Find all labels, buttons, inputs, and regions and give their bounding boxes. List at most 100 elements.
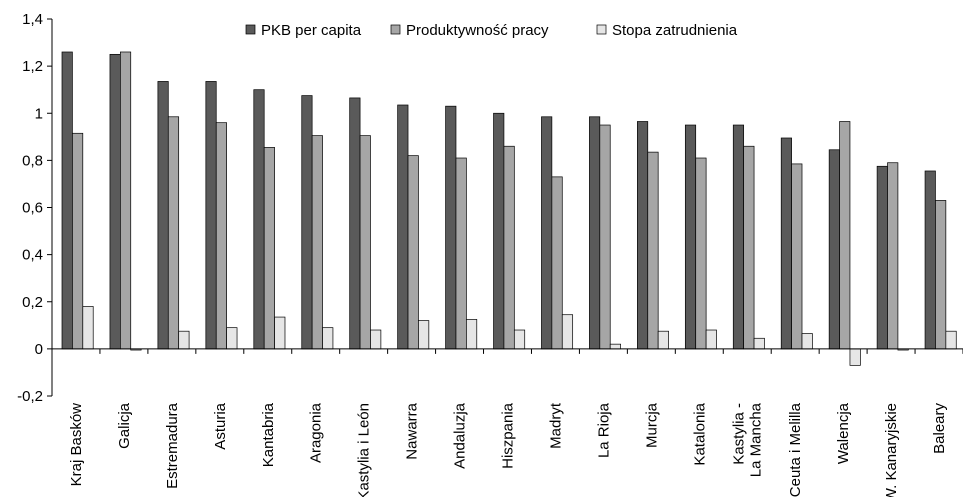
bar-1 — [732, 124, 745, 350]
bar-1 — [397, 104, 409, 350]
legend-swatch — [245, 24, 256, 35]
bar-2 — [72, 132, 84, 350]
x-tick-label-line: Aragonia — [308, 402, 325, 463]
bar-3 — [657, 330, 669, 350]
bar-2 — [887, 162, 899, 350]
legend-item: Stopa zatrudnienia — [596, 22, 738, 39]
bar-3 — [466, 319, 478, 350]
legend-label: PKB per capita — [261, 22, 362, 39]
x-tick-label-line: Kastylia - — [731, 403, 748, 465]
bar-2 — [551, 176, 563, 350]
y-tick-label: 0,8 — [22, 152, 43, 169]
bar-2 — [503, 145, 515, 350]
legend-label: Stopa zatrudnienia — [612, 22, 738, 39]
bar-3 — [82, 306, 94, 350]
bar-3 — [370, 329, 382, 350]
bar-3 — [753, 337, 765, 350]
x-tick-label-line: W. Kanaryjskie — [883, 403, 900, 497]
bar-2 — [455, 157, 467, 350]
bar-1 — [61, 51, 73, 350]
bar-2 — [839, 121, 851, 350]
legend-label: Produktywność pracy — [406, 22, 549, 39]
bar-1 — [924, 170, 936, 350]
x-tick-label: Andaluzja — [452, 402, 469, 469]
bar-3 — [561, 314, 574, 350]
x-tick-label: Nawarra — [404, 402, 421, 459]
bar-2 — [215, 122, 227, 350]
bar-3 — [849, 348, 861, 366]
bar-1 — [876, 165, 888, 350]
x-tick-label-line: Andaluzja — [452, 402, 469, 469]
x-tick-label-line: Galicja — [116, 402, 133, 449]
x-tick-label-line: Nawarra — [404, 402, 421, 459]
x-tick-label: Walencja — [835, 402, 852, 464]
bar-1 — [780, 137, 792, 350]
y-tick-label: 0,4 — [22, 247, 43, 264]
bar-2 — [599, 124, 611, 350]
x-tick-label-line: Hiszpania — [500, 402, 517, 469]
legend-swatch — [596, 24, 607, 35]
bar-2 — [311, 135, 323, 350]
x-tick-label: Kantabria — [260, 402, 277, 467]
bar-3 — [801, 333, 813, 350]
y-tick-label: 1,2 — [22, 58, 43, 75]
bar-3 — [178, 330, 190, 350]
x-tick-label-line: Murcja — [643, 402, 660, 448]
legend: PKB per capita Produktywność pracy Stopa z… — [245, 22, 738, 39]
y-axis: -0,2 0 0,2 0,4 0,6 0,8 1 1,2 1,4 — [17, 11, 53, 405]
bar-1 — [349, 97, 361, 350]
x-tick-label: Ceuta i Melilla — [787, 402, 804, 497]
x-tick-label: Aragonia — [308, 402, 325, 463]
bar-1 — [589, 116, 601, 350]
bar-3 — [322, 327, 334, 350]
x-tick-label-line: Asturia — [212, 402, 229, 449]
bar-3 — [418, 320, 430, 350]
bar-2 — [935, 200, 947, 350]
y-tick-label: 0 — [35, 341, 43, 358]
x-tick-label-line: La Rioja — [595, 402, 612, 458]
bar-2 — [359, 135, 371, 350]
bar-1 — [205, 81, 217, 350]
bar-1 — [157, 81, 169, 350]
x-tick-label: La Rioja — [595, 402, 612, 458]
x-tick-label: W. Kanaryjskie — [883, 403, 900, 497]
bar-1 — [301, 95, 313, 350]
x-tick-label: Galicja — [116, 402, 133, 449]
bar-1 — [493, 112, 505, 350]
x-tick-label-line: Katalonia — [691, 402, 708, 465]
bar-1 — [828, 149, 840, 350]
bars — [61, 51, 957, 366]
x-tick-label: Hiszpania — [500, 402, 517, 469]
x-tick-label-line: Kraj Basków — [68, 403, 85, 487]
x-tick-label: Estremadura — [164, 402, 181, 489]
bar-3 — [226, 327, 238, 350]
x-tick-label-line: La Mancha — [748, 402, 765, 477]
bar-3 — [945, 330, 957, 350]
x-tick-label-line: Kastylia i León — [356, 403, 373, 497]
x-tick-label: Katalonia — [691, 402, 708, 465]
x-tick-label: Murcja — [643, 402, 660, 448]
legend-item: PKB per capita — [245, 22, 362, 39]
y-tick-label: 0,2 — [22, 294, 43, 311]
x-tick-label: Kraj Basków — [68, 403, 85, 487]
y-tick-label: -0,2 — [17, 388, 43, 405]
legend-swatch — [390, 24, 401, 35]
bar-1 — [109, 53, 121, 350]
bar-3 — [609, 343, 621, 350]
bar-2 — [647, 151, 659, 350]
x-tick-label-line: Ceuta i Melilla — [787, 402, 804, 497]
legend-item: Produktywność pracy — [390, 22, 549, 39]
y-tick-label: 1,4 — [22, 11, 43, 28]
bar-2 — [167, 116, 180, 350]
x-tick-label: Asturia — [212, 402, 229, 449]
x-tick-label-line: Baleary — [931, 403, 948, 454]
bar-2 — [407, 155, 419, 350]
x-tick-label: Kastylia - La Mancha — [731, 402, 765, 477]
x-tick-label: Kastylia i León — [356, 403, 373, 497]
bar-3 — [274, 316, 286, 350]
bar-2 — [743, 145, 755, 350]
y-tick-label: 1 — [35, 105, 43, 122]
bar-1 — [541, 116, 553, 350]
bar-1 — [637, 121, 649, 350]
bar-1 — [253, 89, 265, 350]
